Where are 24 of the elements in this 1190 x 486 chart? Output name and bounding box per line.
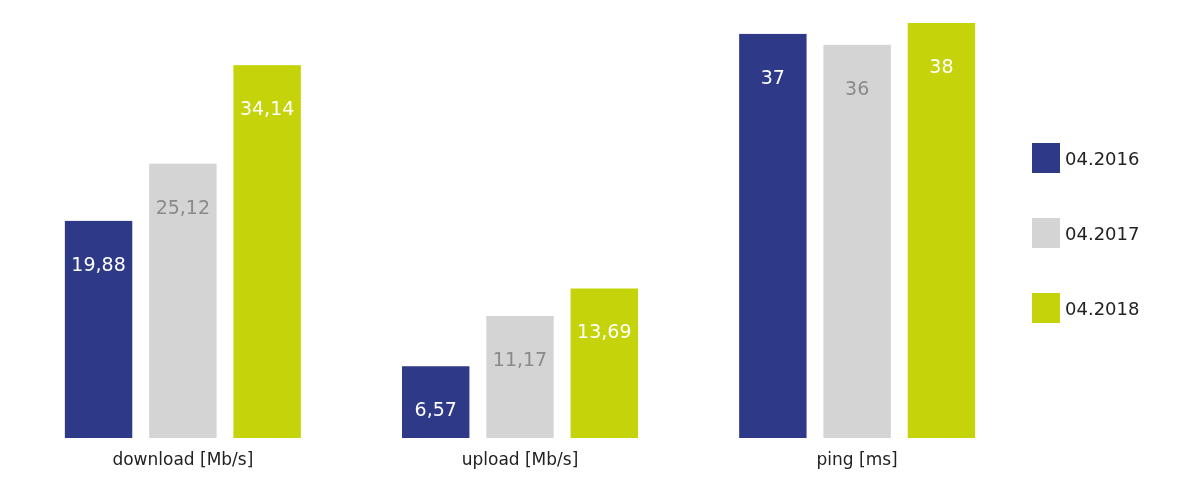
bar [739, 33, 807, 438]
bar [64, 220, 133, 438]
data-label: 13,69 [577, 320, 632, 343]
data-label: 38 [929, 55, 954, 77]
bar [823, 44, 891, 438]
legend-label: 04.2017 [1065, 223, 1140, 244]
bar [907, 23, 976, 438]
data-label: 19,88 [71, 252, 126, 275]
x-tick-label: download [Mb/s] [112, 449, 254, 469]
data-label: 36 [845, 76, 870, 99]
bar [486, 316, 554, 438]
x-tick-label: ping [ms] [816, 449, 898, 469]
data-label: 34,14 [239, 97, 295, 120]
legend-label: 04.2018 [1065, 298, 1140, 319]
data-label: 37 [760, 65, 785, 88]
data-label: 11,17 [492, 348, 548, 371]
bar [233, 65, 301, 438]
bar [570, 288, 638, 438]
data-label: 25,12 [155, 195, 211, 218]
legend-label: 04.2016 [1065, 148, 1140, 169]
bar [402, 366, 470, 438]
bar [149, 163, 217, 438]
x-tick-label: upload [Mb/s] [461, 449, 579, 469]
data-label: 6,57 [414, 398, 457, 421]
